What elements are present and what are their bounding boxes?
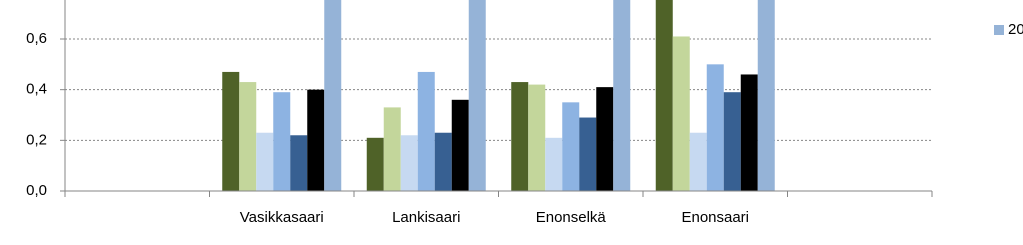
bar [239, 82, 257, 191]
bar [757, 0, 775, 192]
bar [307, 89, 325, 191]
bar [528, 84, 546, 191]
bar [511, 82, 529, 191]
bar [366, 137, 384, 191]
legend-label: 2015 [1008, 21, 1023, 38]
bar [740, 74, 758, 191]
bar [256, 132, 274, 191]
bar [723, 92, 741, 191]
bar [672, 36, 690, 191]
y-tick-label: 0,6 [26, 30, 47, 47]
bar [400, 135, 418, 191]
bar [613, 0, 631, 192]
bar [655, 0, 673, 192]
bar [545, 137, 563, 191]
legend-swatch [994, 25, 1004, 35]
y-tick-label: 0,2 [26, 131, 47, 148]
bar [596, 87, 614, 191]
y-tick-label: 0,0 [26, 182, 47, 199]
bar [706, 64, 724, 191]
bar [417, 71, 435, 191]
bar [434, 132, 452, 191]
labels: 0,0 0,2 0,4 0,6 Vasikkasaari Lankisaari Enonse… [26, 21, 1023, 226]
bar [324, 0, 342, 192]
bar [562, 102, 580, 191]
bar [689, 132, 707, 191]
bar [273, 92, 291, 191]
x-tick-label: Lankisaari [392, 209, 460, 226]
bar [579, 117, 597, 191]
grid [65, 38, 932, 141]
bar [222, 71, 240, 191]
bar [468, 0, 486, 192]
x-tick-label: Enonsaari [681, 209, 749, 226]
bars [222, 0, 775, 192]
axes [60, 0, 933, 197]
x-tick-label: Enonselkä [536, 209, 607, 226]
bar [383, 107, 401, 191]
bar [290, 135, 308, 191]
bar [451, 99, 469, 191]
x-tick-label: Vasikkasaari [240, 209, 324, 226]
y-tick-label: 0,4 [26, 81, 47, 98]
